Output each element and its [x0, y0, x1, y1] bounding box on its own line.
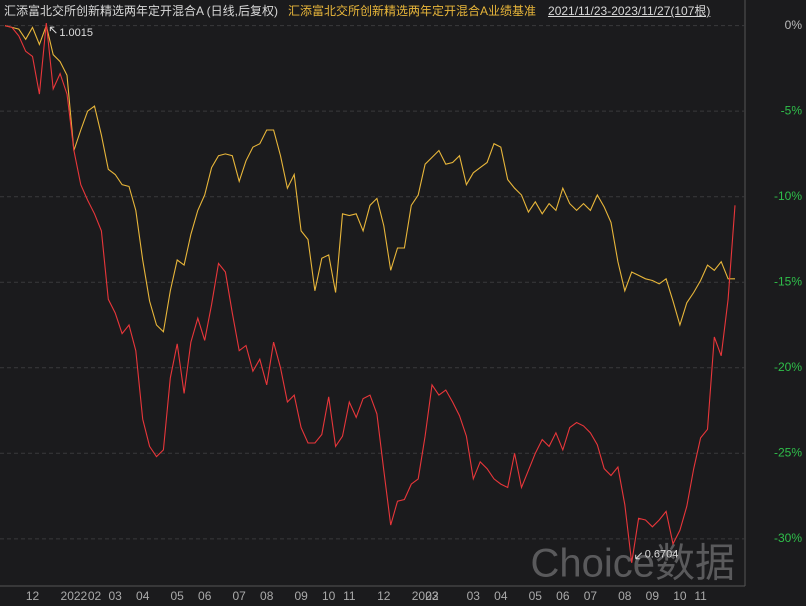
y-tick-label: -25%	[774, 445, 802, 459]
x-tick-label: 07	[584, 589, 598, 603]
y-tick-label: 0%	[785, 18, 803, 32]
x-tick-label: 12	[377, 589, 391, 603]
x-tick-label: 10	[673, 589, 687, 603]
annotation-arrow	[49, 26, 57, 34]
x-tick-label: 06	[556, 589, 570, 603]
x-tick-label: 03	[109, 589, 123, 603]
y-tick-label: -20%	[774, 360, 802, 374]
x-tick-label: 10	[322, 589, 336, 603]
x-tick-label: 02	[88, 589, 102, 603]
x-tick-label: 05	[529, 589, 543, 603]
x-tick-label: 07	[232, 589, 246, 603]
x-tick-label: 2022	[61, 589, 88, 603]
x-tick-label: 04	[494, 589, 508, 603]
period: 2021/11/23-2023/11/27(107根)	[548, 4, 711, 18]
x-tick-label: 04	[136, 589, 150, 603]
x-tick-label: 12	[26, 589, 40, 603]
x-tick-label: 2023	[412, 589, 439, 603]
annotation: 0.6704	[645, 549, 679, 561]
annotation-arrow	[635, 552, 643, 560]
x-tick-label: 09	[646, 589, 660, 603]
x-tick-label: 03	[467, 589, 481, 603]
y-tick-label: -15%	[774, 274, 802, 288]
annotation: 1.0015	[59, 27, 93, 39]
x-tick-label: 06	[198, 589, 212, 603]
watermark: Choice数据	[530, 542, 735, 586]
x-tick-label: 09	[294, 589, 308, 603]
series-line	[4, 23, 735, 333]
x-tick-label: 08	[260, 589, 274, 603]
y-tick-label: -30%	[774, 531, 802, 545]
x-tick-label: 05	[170, 589, 184, 603]
y-tick-label: -5%	[781, 103, 803, 117]
x-tick-label: 11	[694, 589, 707, 603]
y-tick-label: -10%	[774, 189, 802, 203]
legend: 汇添富北交所创新精选两年定开混合A (日线,后复权) 汇添富北交所创新精选两年定…	[4, 3, 710, 19]
legend-entry: 汇添富北交所创新精选两年定开混合A业绩基准	[288, 4, 537, 18]
legend-entry: 汇添富北交所创新精选两年定开混合A (日线,后复权)	[4, 4, 279, 18]
series-line	[4, 23, 736, 563]
x-tick-label: 02	[425, 589, 439, 603]
x-tick-label: 11	[343, 589, 356, 603]
x-tick-label: 08	[618, 589, 632, 603]
